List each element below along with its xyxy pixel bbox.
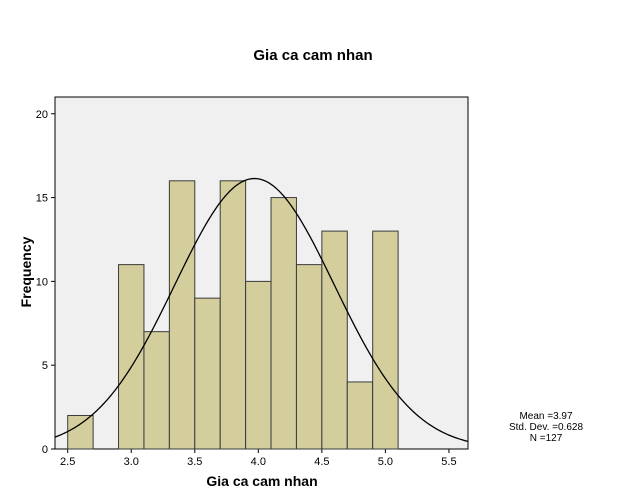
histogram-bar [270, 197, 297, 450]
stats-n: N =127 [530, 433, 563, 444]
x-tick-label: 5.5 [441, 456, 456, 468]
x-tick-label: 5.0 [378, 456, 393, 468]
y-tick-label: 10 [36, 276, 48, 288]
histogram-bar [194, 297, 221, 450]
histogram-bars [67, 180, 399, 450]
histogram-bar [118, 264, 145, 450]
x-tick-label: 3.0 [124, 456, 139, 468]
histogram-bar [321, 230, 348, 450]
normal-distribution-curve [54, 177, 469, 443]
stats-std-dev: Std. Dev. =0.628 [509, 422, 583, 433]
chart-title: Gia ca cam nhan [253, 47, 372, 64]
histogram-bar [295, 264, 323, 450]
histogram-bar [168, 180, 196, 450]
histogram-bar [219, 180, 247, 450]
histogram-bar [245, 280, 272, 450]
stats-mean: Mean =3.97 [519, 411, 573, 422]
y-axis-title: Frequency [18, 236, 34, 307]
histogram-bar [346, 381, 374, 450]
x-tick-label: 2.5 [60, 456, 75, 468]
y-axis: 0 5 10 15 20 [36, 109, 55, 456]
x-axis-title: Gia ca cam nhan [206, 473, 317, 489]
y-tick-label: 20 [36, 109, 48, 121]
y-tick-label: 5 [42, 360, 48, 372]
histogram-bar [372, 230, 399, 450]
y-tick-label: 0 [42, 444, 48, 456]
y-tick-label: 15 [36, 193, 48, 205]
x-tick-label: 4.5 [314, 456, 329, 468]
histogram-bar [143, 331, 170, 450]
x-axis: 2.5 3.0 3.5 4.0 4.5 5.0 5.5 [60, 449, 457, 468]
histogram-bar [67, 414, 94, 450]
x-tick-label: 4.0 [251, 456, 266, 468]
x-tick-label: 3.5 [187, 456, 202, 468]
